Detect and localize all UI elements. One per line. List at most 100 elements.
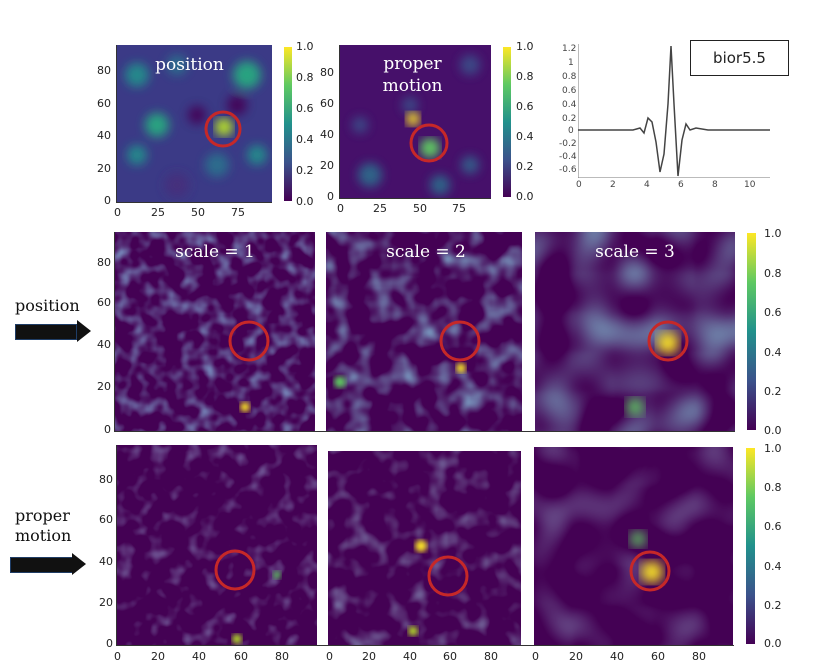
row-position-arrow-icon <box>77 320 91 342</box>
top-mid-ytick: 60 <box>320 97 334 110</box>
proper-motion-scale3-density <box>534 447 733 645</box>
row2-p1-xtick: 80 <box>275 650 289 663</box>
wavelet-xtick: 0 <box>576 180 582 190</box>
row2-p1-xtick: 0 <box>114 650 121 663</box>
top-proper-motion-label: proper motion <box>382 54 443 96</box>
position-scale1-density <box>115 232 315 431</box>
top-mid-cbar-tick: 0.4 <box>516 130 534 143</box>
row-position-arrow-body <box>15 324 77 340</box>
row2-p2-xtick: 0 <box>326 650 333 663</box>
top-left-xtick: 0 <box>114 206 121 219</box>
row2-colorbar <box>746 448 755 644</box>
top-mid-cbar-tick: 1.0 <box>516 40 534 53</box>
top-position-label: position <box>155 55 224 75</box>
wavelet-ytick: -0.6 <box>559 165 577 175</box>
top-left-ytick: 80 <box>97 64 111 77</box>
wavelet-xtick: 10 <box>744 180 756 190</box>
top-proper-motion-density <box>340 45 491 198</box>
top-left-ytick: 0 <box>104 194 111 207</box>
row1-cbar-tick: 0.0 <box>764 424 782 437</box>
row2-p2-xtick: 60 <box>443 650 457 663</box>
wavelet-curve <box>578 44 770 178</box>
row2-cbar-tick: 0.0 <box>764 637 782 650</box>
row-proper-motion-arrow-body <box>10 557 74 573</box>
wavelet-ytick: 0.8 <box>562 72 577 82</box>
row2-cbar-tick: 0.6 <box>764 520 782 533</box>
top-mid-xtick: 75 <box>452 202 466 215</box>
row2-cbar-tick: 0.8 <box>764 481 782 494</box>
wavelet-plot <box>578 44 770 178</box>
top-mid-xtick: 25 <box>373 202 387 215</box>
top-mid-cbar-tick: 0.0 <box>516 190 534 203</box>
top-mid-ytick: 40 <box>320 128 334 141</box>
row2-ytick: 0 <box>106 637 113 650</box>
row2-p2-xtick: 80 <box>484 650 498 663</box>
row1-ytick: 40 <box>97 338 111 351</box>
row2-ytick: 20 <box>99 596 113 609</box>
row1-cbar-tick: 0.4 <box>764 346 782 359</box>
proper-motion-scale1-map <box>117 445 317 645</box>
top-left-xtick: 75 <box>231 206 245 219</box>
top-left-xtick: 50 <box>191 206 205 219</box>
position-scale3-map: scale = 3 <box>535 232 735 431</box>
position-scale3-highlight-circle <box>647 320 689 362</box>
top-left-cbar-tick: 0.6 <box>296 102 314 115</box>
position-scale1-label: scale = 1 <box>175 242 255 262</box>
row1-cbar-tick: 0.6 <box>764 306 782 319</box>
top-mid-xtick: 0 <box>337 202 344 215</box>
top-left-cbar-tick: 0.8 <box>296 71 314 84</box>
top-mid-cbar-tick: 0.8 <box>516 70 534 83</box>
wavelet-ytick: 0.4 <box>562 100 577 110</box>
top-position-map: position <box>117 45 272 202</box>
row1-cbar-tick: 0.2 <box>764 385 782 398</box>
row1-ytick: 20 <box>97 380 111 393</box>
row2-cbar-tick: 0.2 <box>764 599 782 612</box>
position-scale3-label: scale = 3 <box>595 242 675 262</box>
wavelet-ytick: -0.4 <box>559 152 577 162</box>
wavelet-name-box: bior5.5 <box>690 40 789 76</box>
row-proper-motion-arrow-icon <box>72 553 86 575</box>
row2-p3-xtick: 60 <box>651 650 665 663</box>
row-position-label: position <box>15 296 80 315</box>
wavelet-ytick: 1.2 <box>562 44 577 54</box>
row2-p1-xtick: 60 <box>234 650 248 663</box>
proper-motion-scale2-highlight-circle <box>427 555 469 597</box>
top-mid-ytick: 20 <box>320 159 334 172</box>
row2-cbar-tick: 0.4 <box>764 560 782 573</box>
row-proper-motion-label: proper motion <box>15 506 72 545</box>
top-position-highlight-circle <box>204 110 242 148</box>
row2-p2-xtick: 40 <box>403 650 417 663</box>
top-left-cbar-tick: 0.4 <box>296 133 314 146</box>
top-position-density <box>117 45 272 202</box>
row1-ytick: 60 <box>97 296 111 309</box>
wavelet-xtick: 8 <box>712 180 718 190</box>
row2-p3-xtick: 80 <box>692 650 706 663</box>
top-left-cbar-tick: 0.0 <box>296 195 314 208</box>
proper-motion-scale3-highlight-circle <box>629 550 671 592</box>
top-mid-ytick: 0 <box>327 190 334 203</box>
top-left-ytick: 20 <box>97 162 111 175</box>
top-mid-colorbar <box>503 47 511 197</box>
row2-ytick: 80 <box>99 473 113 486</box>
row1-cbar-tick: 1.0 <box>764 227 782 240</box>
top-mid-xtick: 50 <box>413 202 427 215</box>
top-proper-motion-map: proper motion <box>340 45 491 198</box>
wavelet-ytick: 0.2 <box>562 114 577 124</box>
row2-p3-xtick: 0 <box>532 650 539 663</box>
position-scale1-highlight-circle <box>228 320 270 362</box>
row2-p3-xtick: 20 <box>569 650 583 663</box>
proper-motion-scale2-density <box>328 451 521 645</box>
row1-ytick: 0 <box>104 423 111 436</box>
position-scale2-highlight-circle <box>439 320 481 362</box>
proper-motion-scale2-map <box>328 451 521 645</box>
wavelet-ytick: 0.6 <box>562 86 577 96</box>
top-proper-motion-highlight-circle <box>409 123 449 163</box>
row2-ytick: 40 <box>99 555 113 568</box>
top-left-colorbar <box>284 47 292 201</box>
row1-ytick: 80 <box>97 256 111 269</box>
row1-colorbar <box>747 233 756 430</box>
top-left-ytick: 60 <box>97 97 111 110</box>
top-mid-ytick: 80 <box>320 66 334 79</box>
wavelet-ytick: -0.2 <box>559 139 577 149</box>
row2-p2-xtick: 20 <box>362 650 376 663</box>
